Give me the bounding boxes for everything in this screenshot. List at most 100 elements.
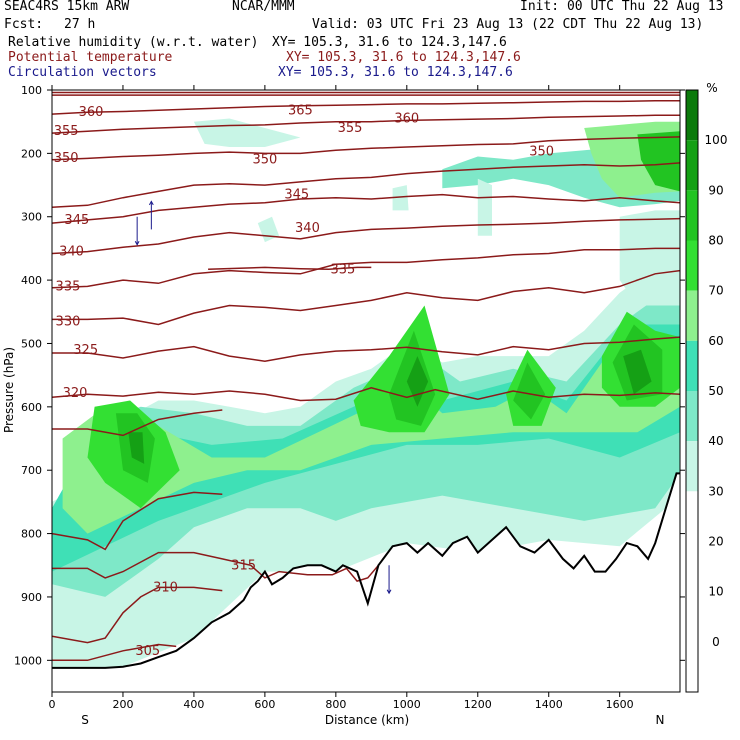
plot-frame [51,89,681,693]
vector-head-2 [386,589,392,595]
org-label: NCAR/MMM [232,0,295,14]
colorbar-bin-70 [686,240,698,291]
theta-label-350: 350 [54,151,79,166]
theta-label-extra-0: 365 [288,103,313,118]
theta-contour-3 [52,491,223,551]
theta-label-340: 340 [59,245,84,260]
colorbar-tick-20: 20 [708,535,723,549]
rh-region-19 [392,185,409,211]
theta-label-310: 310 [153,580,178,595]
rh-region-18 [193,118,301,147]
theta-contour-5 [52,387,680,402]
y-tick-label-600: 600 [21,401,42,414]
theta-contour-6 [52,336,680,362]
colorbar-tick-70: 70 [708,284,723,298]
theta-label-330: 330 [56,314,81,329]
y-tick-label-800: 800 [21,528,42,541]
colorbar-bin-10 [686,541,698,592]
x-tick-label-1200: 1200 [464,698,492,711]
theta-contour-1 [52,586,223,644]
theta-contour-7 [52,269,680,326]
theta-label-355: 355 [54,124,79,139]
theta-label-305: 305 [135,644,160,659]
theta-label-extra-4: 350 [252,153,277,168]
model-label: SEAC4RS 15km ARW [4,0,130,14]
theta-label-extra-6: 340 [295,221,320,236]
valid-label: Valid: 03 UTC Fri 23 Aug 13 (22 CDT Thu … [312,17,704,32]
theta-label-315: 315 [231,558,256,573]
theta-contour-4 [52,409,223,437]
x-axis-label: Distance (km) [325,713,409,727]
colorbar-bin-80 [686,190,698,241]
rh-region-20 [477,178,492,236]
colorbar-tick-60: 60 [708,334,723,348]
vector-head-1 [148,200,154,206]
axes: 100 200 300 400 500 600 700 800 900 1000 0 200 400 60… [14,84,685,711]
x-left-end-label: S [81,713,89,727]
colorbar-tick-0: 0 [712,635,720,649]
colorbar-tick-40: 40 [708,434,723,448]
theta-contour-14 [52,114,680,134]
rh-region-22 [619,210,680,306]
theta-label-extra-2: 360 [394,112,419,127]
field-label-theta: Potential temperature [8,50,173,65]
theta-contour-2 [52,551,379,582]
below-ground-mask [52,473,680,692]
rh-region-13 [406,356,429,407]
rh-region-21 [257,216,280,243]
colorbar-tick-80: 80 [708,234,723,248]
theta-contour-15 [52,100,680,115]
y-tick-label-700: 700 [21,464,42,477]
x-tick-label-1600: 1600 [606,698,634,711]
fcst-value: 27 h [64,17,96,32]
rh-region-17 [637,131,680,192]
theta-contour-0 [52,643,177,662]
theta-contour-10 [52,217,680,255]
fcst-label: Fcst: [4,17,44,32]
y-tick-label-900: 900 [21,591,42,604]
y-tick-label-300: 300 [21,211,42,224]
colorbar-unit: % [706,81,717,95]
y-tick-label-200: 200 [21,147,42,160]
init-label: Init: 00 UTC Thu 22 Aug 13 [520,0,724,14]
theta-label-extra-1: 355 [338,121,363,136]
x-tick-label-1000: 1000 [393,698,421,711]
field-xy-rh: XY= 105.3, 31.6 to 124.3,147.6 [272,35,507,50]
colorbar-bin-20 [686,491,698,542]
theta-label-extra-5: 345 [284,188,309,203]
terrain-line [52,472,680,669]
y-axis-label: Pressure (hPa) [2,347,16,433]
x-right-end-label: N [656,713,665,727]
theta-contour-11 [52,193,680,224]
field-label-rh: Relative humidity (w.r.t. water) [8,35,259,50]
rh-region-14 [623,349,652,395]
y-tick-label-500: 500 [21,337,42,350]
field-xy-theta: XY= 105.3, 31.6 to 124.3,147.6 [286,50,521,65]
theta-label-extra-3: 350 [529,144,554,159]
theta-label-335: 335 [331,262,356,277]
field-xy-vectors: XY= 105.3, 31.6 to 124.3,147.6 [278,65,513,80]
theta-contour-9 [208,266,372,271]
colorbar-bin-60 [686,290,698,341]
colorbar-tick-90: 90 [708,183,723,197]
colorbar-tick-100: 100 [705,133,728,147]
vector-head-0 [134,240,140,246]
x-tick-label-1400: 1400 [535,698,563,711]
colorbar-frame [685,89,699,693]
colorbar-bin-90 [686,140,698,191]
colorbar-tick-30: 30 [708,484,723,498]
colorbar-bin-30 [686,441,698,492]
theta-label-360: 360 [79,105,104,120]
colorbar-bin-40 [686,391,698,442]
theta-label-320: 320 [63,386,88,401]
theta-contour-12 [52,162,680,208]
rh-region-10 [513,362,546,420]
x-tick-label-400: 400 [183,698,204,711]
y-tick-label-400: 400 [21,274,42,287]
x-tick-label-200: 200 [112,698,133,711]
rh-region-12 [128,432,145,464]
theta-label-345: 345 [64,213,89,228]
